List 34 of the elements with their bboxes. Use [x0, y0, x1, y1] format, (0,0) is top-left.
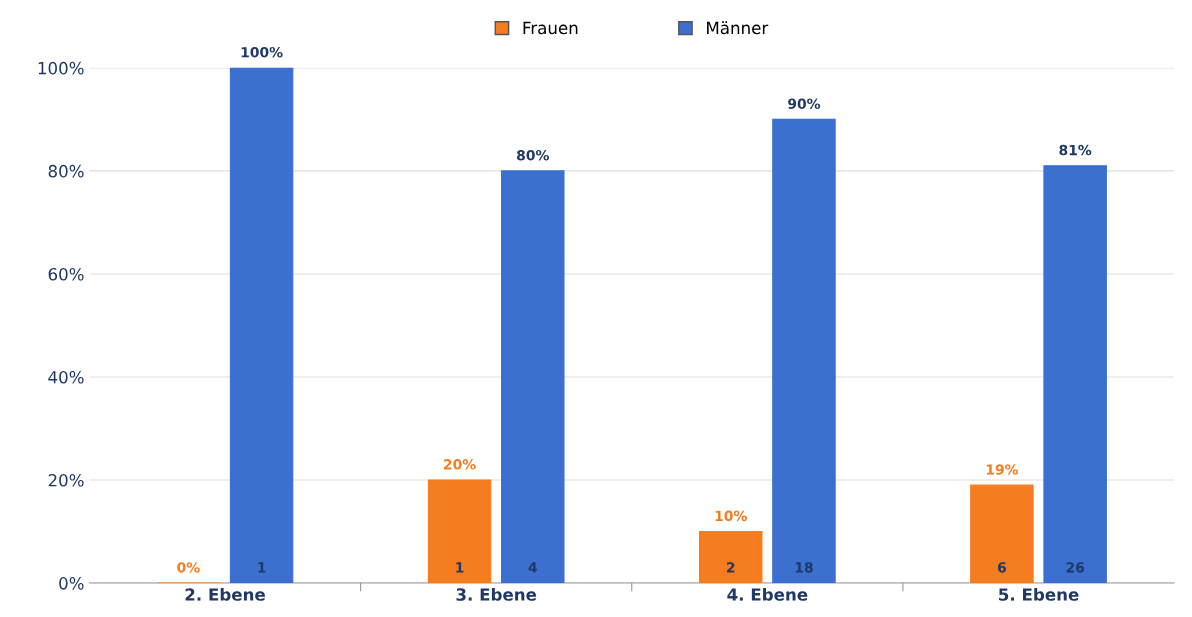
x-tick-label: 4. Ebene: [727, 587, 808, 601]
bar: [772, 118, 836, 584]
annotation: 1: [258, 562, 266, 573]
data-label: 100%: [241, 46, 283, 58]
y-tick-label: 100%: [38, 61, 84, 75]
data-label: 80%: [517, 149, 549, 161]
legend-label: Männer: [707, 21, 769, 35]
annotation: 18: [795, 562, 813, 573]
data-label: 20%: [444, 459, 476, 470]
y-tick-label: 20%: [48, 473, 84, 487]
annotation: 26: [1066, 562, 1085, 573]
bar: [1043, 165, 1107, 584]
annotation: 1: [456, 562, 464, 573]
x-tick-label: 3. Ebene: [456, 587, 537, 601]
annotation: 4: [528, 562, 537, 573]
y-tick-label: 0%: [59, 577, 84, 590]
data-label: 19%: [986, 464, 1019, 475]
x-tick-label: 5. Ebene: [999, 587, 1079, 601]
bar: [501, 170, 565, 584]
legend-label: Frauen: [523, 21, 578, 35]
bar: [699, 530, 763, 584]
bar: [970, 484, 1034, 584]
annotation: 2: [727, 562, 735, 573]
data-label: 81%: [1059, 144, 1092, 156]
data-label: 10%: [715, 510, 747, 522]
bar: [427, 479, 492, 584]
annotation: 6: [997, 562, 1007, 573]
y-tick-label: 60%: [48, 267, 84, 281]
y-tick-label: 80%: [48, 164, 84, 178]
y-tick-label: 40%: [48, 370, 84, 384]
data-label: 0%: [177, 562, 200, 573]
data-label: 90%: [788, 98, 821, 109]
bar: [229, 67, 294, 584]
x-tick-label: 2. Ebene: [185, 587, 265, 601]
